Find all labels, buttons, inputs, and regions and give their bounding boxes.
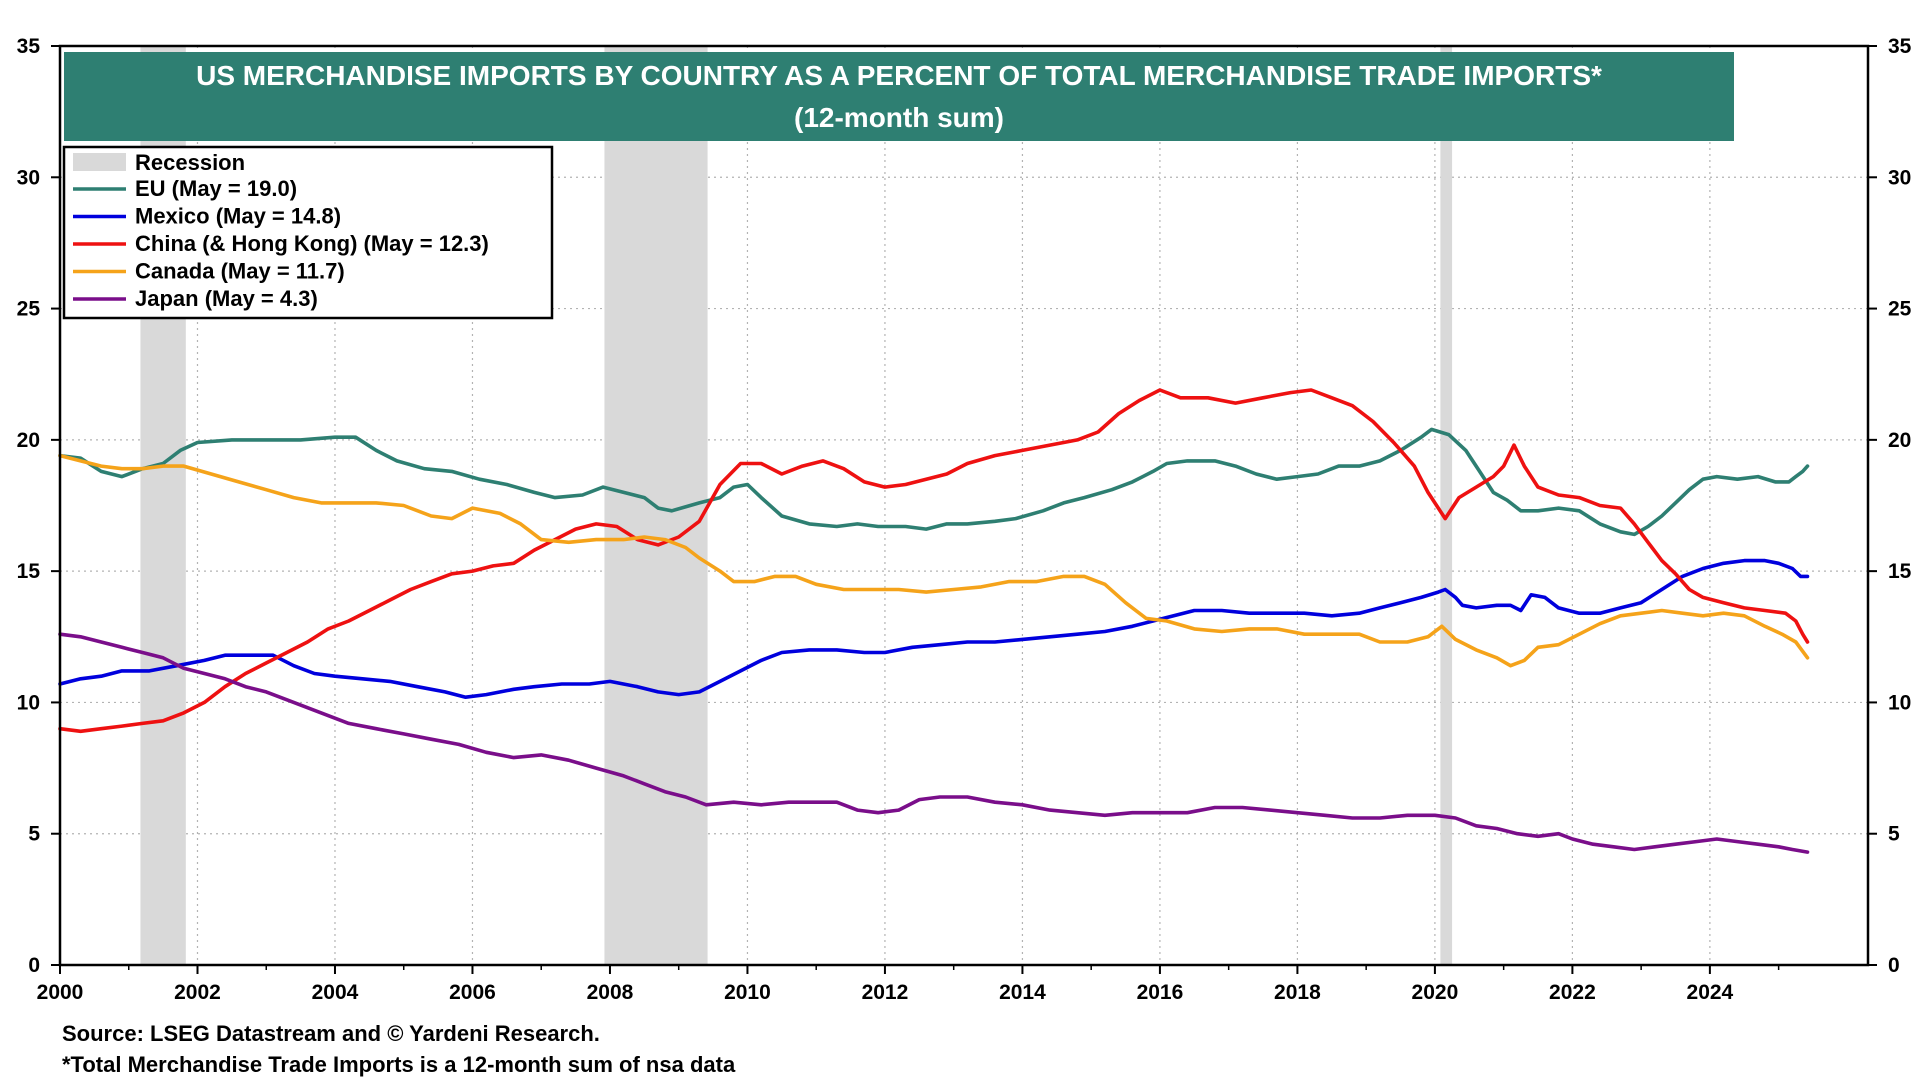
chart-title: US MERCHANDISE IMPORTS BY COUNTRY AS A P… [196,60,1602,91]
y-tick-label-right-0: 0 [1888,954,1900,977]
y-tick-label-left-1: 5 [28,823,40,846]
y-tick-label-left-4: 20 [17,429,40,452]
x-tick-label-8: 2016 [1137,981,1184,1004]
legend-label-3: Canada (May = 11.7) [135,259,345,284]
y-tick-label-right-1: 5 [1888,823,1900,846]
x-tick-label-5: 2010 [724,981,771,1004]
y-tick-label-left-6: 30 [17,166,40,189]
y-tick-label-left-3: 15 [17,560,41,583]
series-line-0 [58,427,1810,537]
plot-frame [58,44,1870,967]
source-note: Source: LSEG Datastream and © Yardeni Re… [62,1021,600,1046]
series-line-3 [58,453,1810,668]
x-tick-label-10: 2020 [1412,981,1459,1004]
x-tick-label-2: 2004 [312,981,359,1004]
legend-swatch-recession [73,153,126,171]
x-tick-label-6: 2012 [862,981,909,1004]
chart-subtitle: (12-month sum) [794,102,1004,133]
series-line-1 [58,558,1810,699]
recession-band-2 [1440,46,1453,965]
x-tick-label-11: 2022 [1549,981,1596,1004]
y-tick-label-left-5: 25 [17,298,41,321]
legend-label-0: EU (May = 19.0) [135,176,297,201]
x-tick-label-12: 2024 [1687,981,1734,1004]
y-tick-label-left-2: 10 [17,691,40,714]
series-lines [58,388,1810,854]
y-tick-label-right-3: 15 [1888,560,1912,583]
y-tick-label-right-7: 35 [1888,35,1912,58]
footnote: *Total Merchandise Trade Imports is a 12… [62,1052,736,1077]
y-tick-label-right-6: 30 [1888,166,1911,189]
y-tick-label-right-2: 10 [1888,691,1911,714]
series-line-2 [58,388,1810,734]
legend: Recession EU (May = 19.0) Mexico (May = 1… [62,145,554,320]
y-tick-label-left-0: 0 [28,954,40,977]
x-tick-label-7: 2014 [999,981,1046,1004]
legend-box [62,145,554,320]
y-tick-label-right-4: 20 [1888,429,1911,452]
title-background [64,52,1734,141]
x-tick-label-4: 2008 [587,981,634,1004]
title-bar: US MERCHANDISE IMPORTS BY COUNTRY AS A P… [64,52,1734,141]
y-tick-label-right-5: 25 [1888,298,1912,321]
legend-label-4: Japan (May = 4.3) [135,286,318,311]
x-tick-label-1: 2002 [174,981,221,1004]
legend-label-1: Mexico (May = 14.8) [135,204,341,229]
legend-label-2: China (& Hong Kong) (May = 12.3) [135,231,489,256]
legend-label-recession: Recession [135,150,245,175]
x-tick-label-0: 2000 [37,981,84,1004]
series-line-4 [58,632,1810,854]
x-tick-label-9: 2018 [1274,981,1321,1004]
x-tick-label-3: 2006 [449,981,496,1004]
y-tick-label-left-7: 35 [17,35,41,58]
